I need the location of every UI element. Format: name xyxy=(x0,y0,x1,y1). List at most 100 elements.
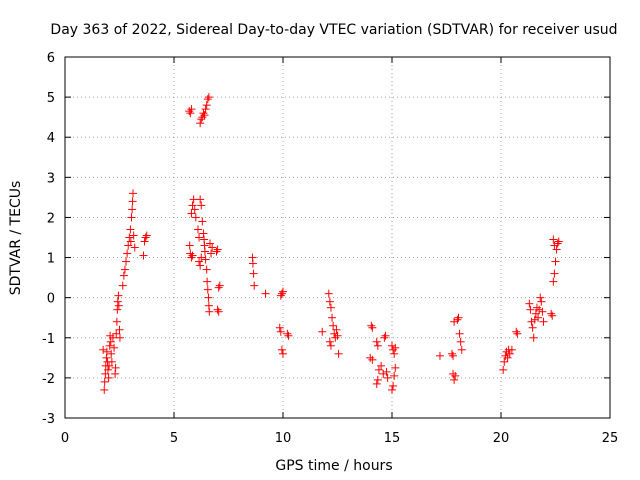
data-point xyxy=(449,369,458,378)
data-point xyxy=(100,377,109,386)
data-point xyxy=(215,281,224,290)
data-point xyxy=(249,269,258,278)
data-point xyxy=(528,323,537,332)
data-point xyxy=(213,245,222,254)
data-point xyxy=(550,269,559,278)
data-point xyxy=(554,237,563,246)
x-tick-label: 10 xyxy=(275,431,292,446)
data-point xyxy=(130,243,139,252)
data-point xyxy=(123,249,132,258)
data-point xyxy=(114,301,123,310)
data-point xyxy=(203,285,212,294)
data-point xyxy=(283,329,292,338)
y-tick-label: 0 xyxy=(47,292,55,307)
data-point xyxy=(198,217,207,226)
data-point xyxy=(275,323,284,332)
data-point xyxy=(279,349,287,358)
data-point xyxy=(201,255,210,264)
data-point xyxy=(126,237,135,246)
data-point xyxy=(201,105,210,114)
data-point xyxy=(328,313,337,322)
data-point xyxy=(324,289,333,298)
data-point xyxy=(191,213,200,222)
data-point xyxy=(185,241,194,250)
data-point xyxy=(128,205,137,214)
data-point xyxy=(447,349,456,358)
data-point xyxy=(202,101,211,110)
data-point xyxy=(549,277,558,286)
data-point xyxy=(536,293,545,302)
data-point xyxy=(112,317,121,326)
data-point xyxy=(513,329,522,338)
data-point xyxy=(329,321,338,330)
y-axis-label: SDTVAR / TECUs xyxy=(8,181,24,296)
data-point xyxy=(388,341,396,350)
data-point xyxy=(547,309,556,318)
x-tick-label: 5 xyxy=(170,431,178,446)
data-point xyxy=(139,251,148,260)
data-point xyxy=(551,257,560,266)
data-point xyxy=(126,225,135,234)
y-tick-label: 6 xyxy=(47,51,55,66)
data-point xyxy=(114,291,123,300)
data-point xyxy=(204,293,213,302)
x-tick-label: 20 xyxy=(493,431,510,446)
data-point xyxy=(332,325,341,334)
data-point xyxy=(101,369,110,378)
data-point xyxy=(390,371,399,380)
data-point xyxy=(100,385,109,394)
data-point xyxy=(119,271,128,280)
data-point xyxy=(277,289,286,298)
data-point xyxy=(334,349,343,358)
data-point xyxy=(187,209,196,218)
data-point xyxy=(553,239,562,248)
data-point xyxy=(113,297,122,306)
data-point xyxy=(512,327,521,336)
data-point xyxy=(552,245,561,254)
data-point xyxy=(318,327,327,336)
data-point xyxy=(326,341,335,350)
y-tick-label: -1 xyxy=(42,332,55,347)
data-point xyxy=(118,281,127,290)
data-point xyxy=(197,201,206,210)
data-point xyxy=(330,329,339,338)
data-points xyxy=(99,93,563,394)
data-point xyxy=(127,213,136,222)
data-point xyxy=(326,303,335,312)
data-point xyxy=(389,345,398,354)
data-point xyxy=(276,291,285,300)
y-tick-label: -2 xyxy=(42,372,55,387)
chart-title: Day 363 of 2022, Sidereal Day-to-day VTE… xyxy=(50,22,617,38)
data-point xyxy=(529,333,538,342)
data-point xyxy=(250,281,259,290)
data-point xyxy=(187,105,196,114)
data-point xyxy=(549,235,558,244)
data-point xyxy=(110,343,119,352)
y-tick-label: 2 xyxy=(47,211,55,226)
data-point xyxy=(204,93,213,102)
data-point xyxy=(454,313,463,322)
data-point xyxy=(199,229,208,238)
data-point xyxy=(207,249,216,258)
y-tick-label: 3 xyxy=(47,171,55,186)
data-point xyxy=(368,355,377,364)
data-point xyxy=(505,349,514,358)
data-point xyxy=(381,331,390,340)
data-point xyxy=(548,311,557,320)
data-point xyxy=(389,381,398,390)
data-point xyxy=(507,345,516,354)
data-point xyxy=(539,317,548,326)
data-point xyxy=(276,327,285,336)
data-point xyxy=(198,113,207,122)
data-point xyxy=(456,337,465,346)
data-point xyxy=(248,259,257,268)
data-point xyxy=(525,299,534,308)
data-point xyxy=(325,337,334,346)
data-point xyxy=(373,375,382,384)
data-point xyxy=(195,233,204,242)
data-point xyxy=(451,371,460,380)
data-point xyxy=(449,351,458,360)
data-point xyxy=(199,109,208,118)
data-point xyxy=(203,95,212,104)
data-point xyxy=(455,329,464,338)
